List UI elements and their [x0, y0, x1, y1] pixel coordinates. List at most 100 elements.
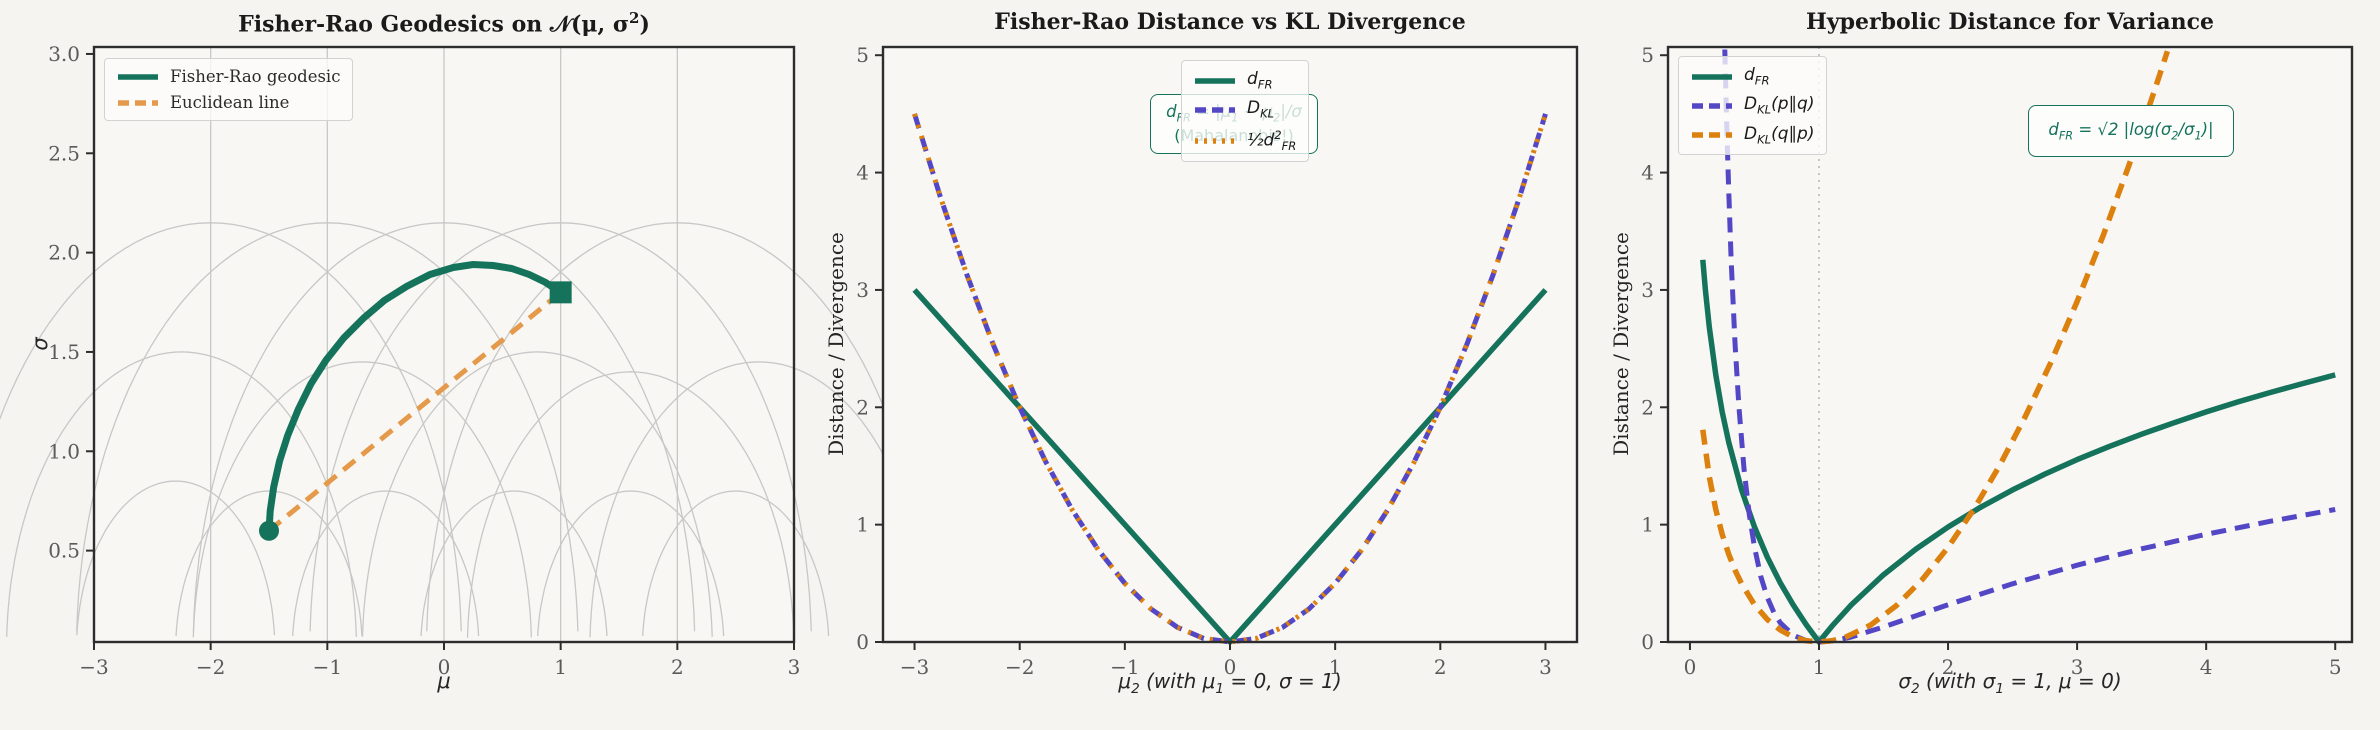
geodesic-grid-arc: [420, 490, 608, 637]
legend-swatch-solid: [1691, 67, 1733, 86]
y-tick-label: 1.0: [48, 439, 80, 463]
x-tick-label: 2: [1942, 655, 1955, 679]
series-euclidean-line: [267, 290, 563, 533]
legend-entry: Fisher-Rao geodesic: [117, 67, 340, 86]
x-tick-label: 0: [1684, 655, 1697, 679]
geodesic-grid-arc: [642, 490, 830, 637]
geodesic-grid-arc: [361, 351, 713, 637]
legend-swatch-dashed: [1194, 100, 1236, 119]
legend-swatch-dashed: [1691, 125, 1733, 144]
geodesic-grid-arc: [6, 351, 357, 637]
x-tick-label: 0: [438, 655, 451, 679]
geodesic-grid-arc: [175, 490, 363, 637]
legend-entry: DKL(q∥p): [1691, 124, 1814, 146]
legend-swatch-dashed: [117, 93, 159, 112]
x-tick-label: 2: [1434, 655, 1447, 679]
x-tick-label: −1: [313, 655, 342, 679]
x-tick-label: 1: [554, 655, 567, 679]
geodesic-grid-arc: [537, 490, 725, 637]
series-half-d-fr-squared: [912, 113, 1548, 645]
panel1-legend: Fisher-Rao geodesic Euclidean line: [104, 58, 354, 121]
legend-label: dFR: [1744, 65, 1770, 88]
legend-entry: DKL: [1194, 98, 1296, 121]
series-d-kl: [912, 113, 1548, 645]
legend-swatch-solid: [1194, 71, 1236, 90]
legend-label: DKL: [1247, 98, 1275, 121]
legend-label: DKL(p∥q): [1744, 94, 1815, 117]
y-tick-label: 0: [1641, 630, 1654, 654]
legend-swatch-solid: [117, 67, 159, 86]
y-tick-label: 1: [1641, 513, 1654, 537]
legend-swatch-dashed: [1691, 96, 1733, 115]
panel1-title: Fisher-Rao Geodesics on 𝒩(μ, σ2): [238, 9, 650, 38]
series-d-fr: [1700, 259, 2336, 645]
legend-swatch-dotted: [1194, 131, 1236, 150]
legend-entry: ½d2FR: [1194, 128, 1296, 153]
series-d-kl-p-q: [1722, 49, 2336, 645]
panel1-xlabel: μ: [437, 669, 451, 693]
panel2-xlabel: μ2 (with μ1 = 0, σ = 1): [1118, 669, 1342, 697]
legend-label: dFR: [1247, 69, 1273, 92]
x-tick-label: 3: [1539, 655, 1552, 679]
annotation-formula: dFR = √2 |log(σ2/σ1)|: [2048, 119, 2214, 143]
legend-label: DKL(q∥p): [1744, 123, 1815, 147]
panel3-legend: dFR DKL(p∥q) DKL(q∥p): [1678, 56, 1828, 156]
panel2-ylabel: Distance / Divergence: [824, 232, 848, 456]
legend-label: Euclidean line: [170, 93, 290, 112]
x-tick-label: −1: [1110, 655, 1139, 679]
geodesic-grid-arc: [76, 222, 579, 632]
geodesic-grid-arc: [292, 490, 480, 637]
legend-entry: Euclidean line: [117, 93, 340, 112]
y-tick-label: 2: [1641, 395, 1654, 419]
y-tick-label: 2: [856, 395, 869, 419]
x-tick-label: 5: [2329, 655, 2342, 679]
x-tick-label: 2: [671, 655, 684, 679]
y-tick-label: 1: [856, 513, 869, 537]
y-tick-label: 0.5: [48, 539, 80, 563]
geodesic-grid-arc: [192, 361, 532, 638]
legend-label: Fisher-Rao geodesic: [170, 67, 341, 86]
x-tick-label: −3: [79, 655, 108, 679]
panel1-ylabel: σ: [28, 337, 52, 351]
geodesic-grid-arc: [0, 222, 462, 632]
x-tick-label: 1: [1329, 655, 1342, 679]
x-tick-label: −2: [196, 655, 225, 679]
geodesic-grid-arc: [192, 222, 696, 632]
legend-label: ½d2FR: [1247, 127, 1297, 153]
y-tick-label: 1.5: [48, 340, 80, 364]
end-point-marker: [549, 281, 572, 304]
panel3-title: Hyperbolic Distance for Variance: [1806, 9, 2214, 35]
legend-entry: dFR: [1194, 69, 1296, 91]
start-point-marker: [259, 520, 279, 541]
y-tick-label: 0: [856, 630, 869, 654]
x-tick-label: −3: [900, 655, 929, 679]
panel2-legend: dFR DKL ½d2FR: [1181, 60, 1310, 162]
legend-entry: DKL(p∥q): [1691, 94, 1815, 117]
geodesic-grid-arc: [309, 222, 812, 632]
x-tick-label: 3: [788, 655, 801, 679]
geodesic-grid-arc: [466, 371, 795, 638]
x-tick-label: −2: [1005, 655, 1034, 679]
panel2-title: Fisher-Rao Distance vs KL Divergence: [994, 9, 1466, 35]
y-tick-label: 3: [856, 278, 869, 302]
x-tick-label: 3: [2071, 655, 2084, 679]
y-tick-label: 5: [856, 43, 869, 67]
panel3-xlabel: σ2 (with σ1 = 1, μ = 0): [1898, 669, 2122, 697]
series-fisher-rao-geodesic: [265, 261, 563, 531]
series-d-kl-q-p: [1700, 50, 2171, 645]
panel3-ylabel: Distance / Divergence: [1609, 232, 1633, 456]
panel3-annotation: dFR = √2 |log(σ2/σ1)|: [2028, 105, 2234, 157]
x-tick-label: 4: [2200, 655, 2213, 679]
x-tick-label: 1: [1813, 655, 1826, 679]
y-tick-label: 3: [1641, 278, 1654, 302]
x-tick-label: 0: [1224, 655, 1237, 679]
y-tick-label: 2.0: [48, 241, 80, 265]
legend-entry: dFR: [1691, 65, 1814, 87]
y-tick-label: 2.5: [48, 141, 80, 165]
axes-spines: [1666, 45, 2354, 644]
y-tick-label: 4: [1641, 161, 1654, 185]
y-tick-label: 3.0: [48, 42, 80, 66]
y-tick-label: 5: [1641, 43, 1654, 67]
y-tick-label: 4: [856, 161, 869, 185]
